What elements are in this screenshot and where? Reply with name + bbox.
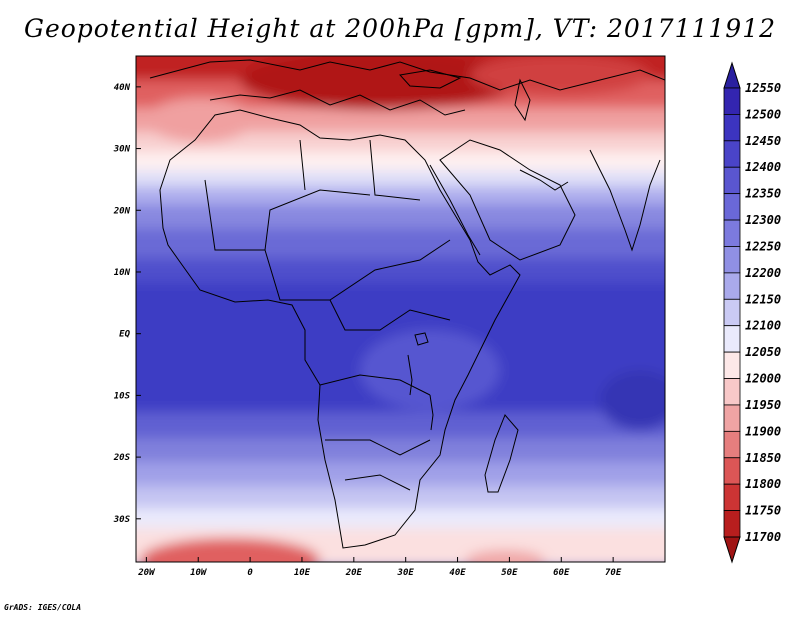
lake-victoria <box>414 332 429 346</box>
y-tick-label: EQ <box>119 330 130 340</box>
colorbar-swatch <box>723 246 741 274</box>
colorbar-level-label: 11800 <box>745 477 781 491</box>
colorbar-bottom-arrow <box>723 536 741 564</box>
lake-malawi <box>429 394 434 431</box>
colorbar-level-label: 12550 <box>745 81 781 95</box>
x-tick-label: 0 <box>247 568 253 578</box>
plot-title: Geopotential Height at 200hPa [gpm], VT:… <box>23 14 777 43</box>
red-sea <box>429 164 481 256</box>
y-tick-label: 10N <box>114 268 131 278</box>
colorbar-swatch <box>723 404 741 432</box>
arabia-outline <box>439 139 576 261</box>
colorbar-level-label: 11850 <box>745 451 781 465</box>
x-tick-label: 20W <box>137 568 156 578</box>
colorbar-level-label: 12350 <box>745 187 781 201</box>
colorbar-level-label: 12200 <box>745 266 781 280</box>
colorbar-swatch <box>723 298 741 327</box>
colorbar-level-label: 12250 <box>745 239 781 253</box>
black-sea <box>399 69 462 89</box>
lake-tanganyika <box>407 354 413 396</box>
border-4 <box>319 374 431 491</box>
y-tick-label: 20S <box>113 453 131 463</box>
coastlines <box>149 59 665 549</box>
x-tick-label: 40E <box>449 568 466 578</box>
colorbar-level-label: 12300 <box>745 213 781 227</box>
colorbar-swatch <box>723 219 741 247</box>
colorbar-level-label: 12150 <box>745 292 781 306</box>
colorbar-level-label: 11700 <box>745 530 781 544</box>
y-axis: 40N 30N 20N 10N EQ 10S 20S 30S <box>113 83 141 525</box>
x-axis: 20W 10W 0 10E 20E 30E 40E 50E 60E 70E <box>137 557 622 578</box>
y-tick-label: 10S <box>114 391 131 401</box>
colorbar-level-label: 12000 <box>745 372 781 386</box>
footer-credit: GrADS: IGES/COLA <box>4 603 82 612</box>
colorbar-swatch <box>723 193 741 221</box>
colorbar: 12550 12500 12450 12400 12350 12300 12250 12200… <box>723 61 781 564</box>
africa-outline <box>159 109 521 549</box>
persian-gulf <box>519 169 569 191</box>
india-outline <box>589 149 661 252</box>
height-field <box>136 56 665 562</box>
x-tick-label: 20E <box>345 568 363 578</box>
colorbar-swatch <box>723 272 741 300</box>
colorbar-level-label: 11900 <box>745 424 781 438</box>
colorbar-swatch <box>723 351 741 379</box>
border-2 <box>264 239 451 301</box>
y-tick-label: 30S <box>113 515 131 525</box>
colorbar-level-label: 12100 <box>745 319 781 333</box>
map-frame <box>135 55 666 563</box>
colorbar-level-label: 12400 <box>745 160 781 174</box>
colorbar-swatch <box>723 325 741 353</box>
colorbar-level-label: 11750 <box>745 504 781 518</box>
x-tick-label: 50E <box>501 568 518 578</box>
colorbar-level-label: 12500 <box>745 107 781 121</box>
colorbar-swatch <box>723 87 741 115</box>
colorbar-swatch <box>723 430 741 459</box>
mediterranean-north <box>209 89 466 116</box>
colorbar-level-label: 12050 <box>745 345 781 359</box>
border-3 <box>299 139 451 331</box>
colorbar-swatch <box>723 166 741 195</box>
colorbar-level-label: 11950 <box>745 398 781 412</box>
y-tick-label: 30N <box>113 145 131 155</box>
colorbar-swatch <box>723 140 741 168</box>
europe-outline <box>149 59 665 91</box>
x-tick-label: 70E <box>605 568 622 578</box>
x-tick-label: 30E <box>397 568 415 578</box>
colorbar-swatch <box>723 510 741 538</box>
y-tick-label: 40N <box>114 83 131 93</box>
madagascar-outline <box>484 414 519 493</box>
x-tick-label: 10W <box>190 568 208 578</box>
border-1 <box>204 179 371 251</box>
colorbar-level-label: 12450 <box>745 134 781 148</box>
caspian-sea <box>514 78 531 122</box>
colorbar-top-arrow <box>723 61 741 89</box>
colorbar-swatch <box>723 483 741 511</box>
x-tick-label: 10E <box>294 568 311 578</box>
colorbar-swatch <box>723 457 741 485</box>
colorbar-swatch <box>723 114 741 142</box>
colorbar-swatch <box>723 378 741 406</box>
y-tick-label: 20N <box>113 206 131 216</box>
x-tick-label: 60E <box>553 568 570 578</box>
